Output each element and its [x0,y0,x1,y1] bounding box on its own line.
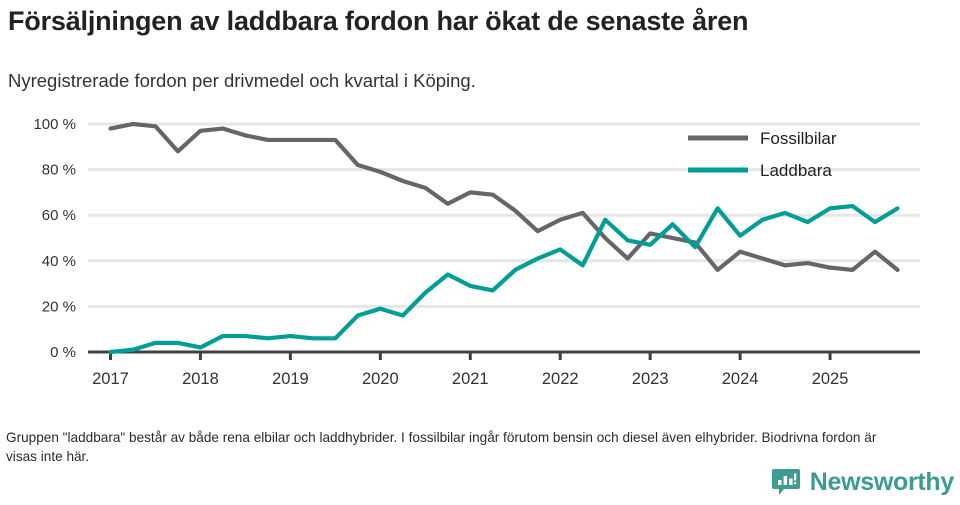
chart-legend: Fossilbilar Laddbara [688,129,837,180]
gridlines [88,122,920,308]
logo-text: Newsworthy [809,467,955,496]
chart-svg: 0 % 20 % 40 % 60 % 80 % 100 % 2017 2018 2019 202… [33,116,920,388]
x-axis-tick-label: 2017 [92,370,129,388]
x-axis-tick-label: 2018 [182,370,219,388]
legend-label: Fossilbilar [760,129,837,148]
series-line-laddbara [108,203,900,355]
series-lines [108,121,900,355]
y-axis-tick-label: 20 % [42,298,76,315]
y-axis-tick-label: 80 % [42,162,76,179]
x-axis-tick-labels: 2017 2018 2019 2020 2021 2022 2023 2024 2025 [92,370,848,388]
line-chart: 0 % 20 % 40 % 60 % 80 % 100 % 2017 2018 2019 202… [0,104,960,404]
y-axis-tick-label: 100 % [33,116,76,133]
page-subtitle: Nyregistrerade fordon per drivmedel och … [8,70,476,91]
y-axis-tick-label: 60 % [42,207,76,224]
y-axis-tick-label: 0 % [50,344,76,361]
newsworthy-logo[interactable]: Newsworthy [771,467,954,497]
y-axis-tick-label: 40 % [42,253,76,270]
x-axis-tick-label: 2024 [722,370,759,388]
x-axis-tick-label: 2020 [362,370,399,388]
legend-label: Laddbara [760,161,832,180]
x-axis-tick-label: 2025 [812,370,849,388]
chart-footnote: Gruppen "laddbara" består av både rena e… [6,430,877,465]
bar-chart-bubble-icon [771,469,800,495]
x-axis-tick-label: 2021 [452,370,489,388]
x-axis-tick-label: 2023 [632,370,669,388]
x-axis-tick-label: 2019 [272,370,309,388]
y-axis-tick-labels: 0 % 20 % 40 % 60 % 80 % 100 % [33,116,76,361]
page-title: Försäljningen av laddbara fordon har öka… [8,6,749,36]
series-line-fossilbilar [108,121,900,273]
x-axis-tick-label: 2022 [542,370,579,388]
